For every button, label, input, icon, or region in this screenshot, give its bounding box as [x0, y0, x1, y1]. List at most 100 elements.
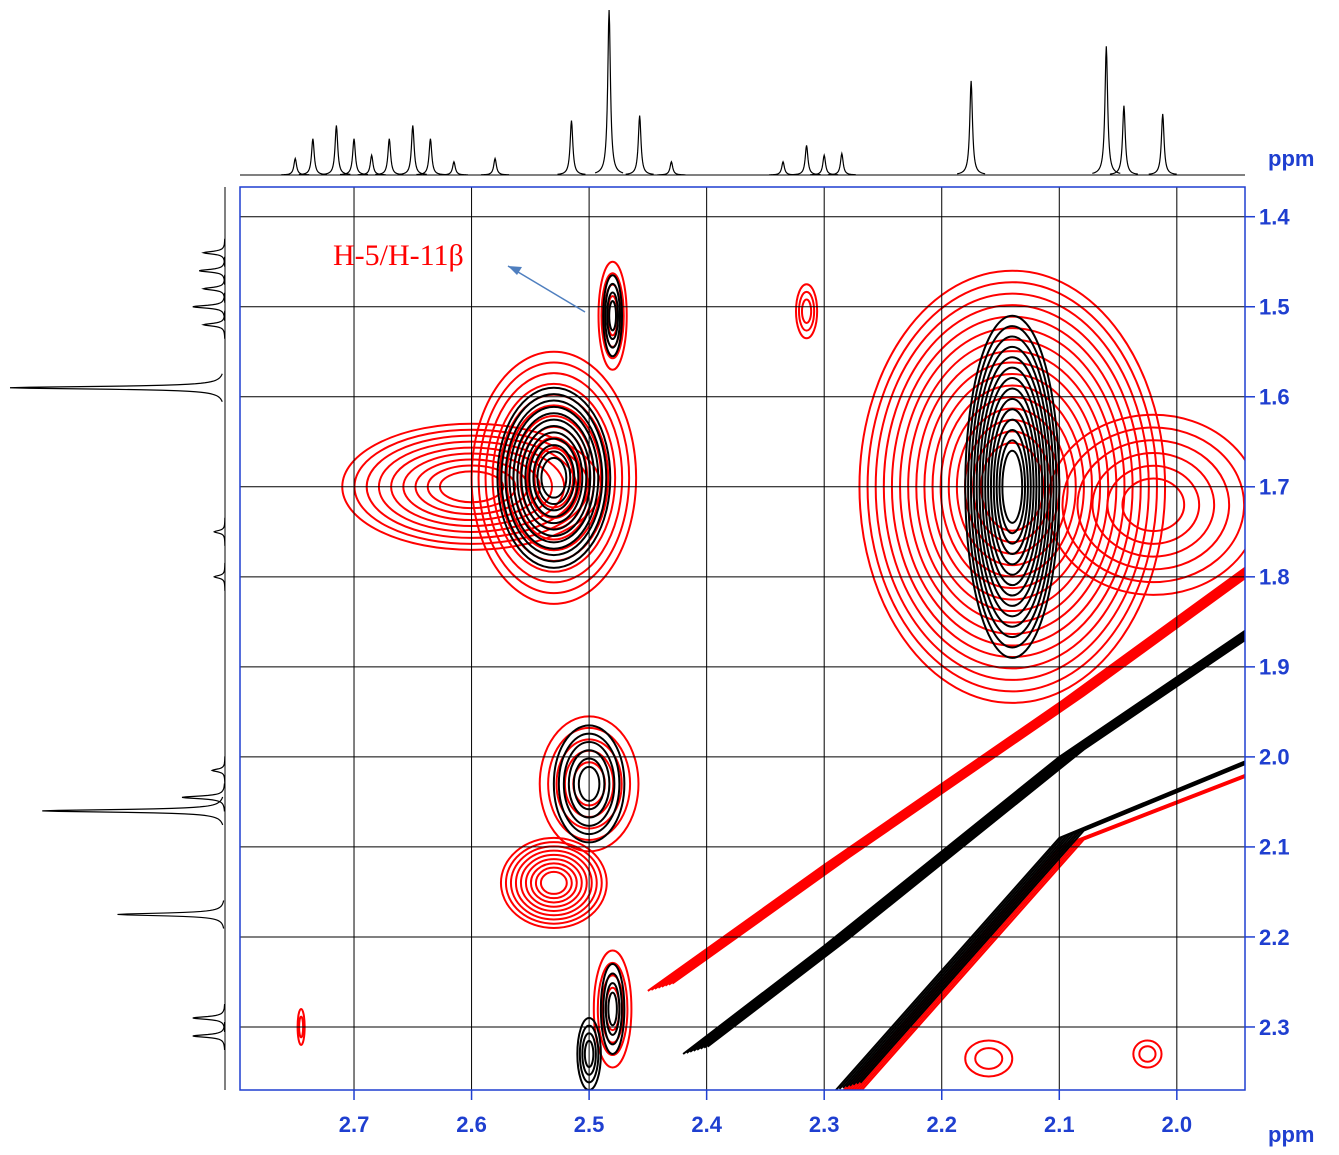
contour-level	[974, 1047, 1004, 1070]
x-projection-peak	[827, 151, 856, 176]
contour-level	[520, 425, 588, 531]
x-tick-label: 2.7	[339, 1112, 370, 1137]
contour-level	[1076, 439, 1231, 571]
x-projection-peak	[769, 160, 798, 176]
ridge-contour	[860, 775, 1245, 1090]
contour-level	[604, 282, 622, 349]
ridge-contour	[654, 569, 1245, 990]
contour-level	[524, 431, 584, 525]
contour-level	[499, 836, 608, 929]
annotation-arrow	[507, 265, 586, 313]
y-projection-peak	[192, 1003, 226, 1033]
contour-level	[532, 444, 576, 512]
x-projection-peak	[398, 125, 427, 175]
x-projection-peak	[810, 153, 839, 176]
ridge-contour	[650, 568, 1245, 991]
y-projection-peak	[192, 1021, 226, 1051]
contour-level	[596, 961, 629, 1057]
contour-level	[1121, 477, 1186, 533]
ridge-contour	[689, 632, 1245, 1053]
x-tick-label: 2.2	[926, 1112, 957, 1137]
x-tick-label: 2.1	[1044, 1112, 1075, 1137]
contour-level	[540, 456, 568, 499]
y-tick-label: 1.6	[1259, 385, 1290, 410]
contour-level	[606, 291, 620, 341]
x-tick-label: 2.0	[1162, 1112, 1193, 1137]
x-projection-peak	[322, 125, 351, 175]
y-tick-label: 2.1	[1259, 835, 1290, 860]
y-projection-peak	[201, 238, 226, 267]
contour-level	[1106, 464, 1201, 545]
x-projection-peak	[1109, 105, 1139, 175]
y-tick-label: 1.4	[1259, 205, 1290, 230]
y-projection-peak	[9, 373, 223, 402]
contour-level	[592, 949, 633, 1069]
contour-level	[509, 845, 598, 921]
contour-level	[484, 372, 624, 584]
y-projection-peak	[192, 292, 226, 321]
ridge-contour	[668, 575, 1245, 986]
y-tick-label: 1.8	[1259, 565, 1290, 590]
contour-level	[505, 404, 603, 552]
contour-level	[602, 274, 624, 358]
x-projection-peak	[594, 9, 624, 174]
ridge-contour	[855, 775, 1245, 1090]
y-projection-peak	[42, 796, 224, 826]
contour-level	[602, 972, 623, 1046]
x-projection-peak	[375, 138, 404, 176]
contour-level	[524, 858, 583, 908]
annotation: H-5/H-11β	[333, 239, 464, 272]
x-projection-peak	[657, 160, 686, 176]
contour-level	[526, 436, 582, 520]
contour-level	[504, 399, 604, 557]
x-projection-peak	[439, 160, 468, 176]
ridge-contour	[693, 633, 1245, 1052]
contour-level	[597, 260, 628, 371]
x-projection-peak	[957, 80, 986, 175]
x-tick-label: 2.3	[809, 1112, 840, 1137]
x-projection-peak	[481, 156, 510, 176]
x-projection-peak	[281, 156, 310, 176]
contour-level	[604, 982, 621, 1036]
contour-level	[536, 450, 572, 506]
y-axis-label: ppm	[1268, 146, 1314, 171]
ridge-contour	[661, 572, 1245, 988]
contour-level	[1132, 1039, 1163, 1069]
x-tick-label: 2.4	[691, 1112, 722, 1137]
ridge-contour	[850, 774, 1245, 1090]
y-projection-peak	[117, 900, 225, 929]
ridge-contour	[686, 630, 1245, 1054]
y-tick-label: 1.7	[1259, 475, 1290, 500]
ridge-contour	[847, 774, 1245, 1090]
contour-level	[514, 849, 593, 917]
ridge-contour	[703, 637, 1245, 1049]
x-projection-peak	[298, 138, 327, 176]
contour-level	[1091, 452, 1216, 558]
ridge-contour	[852, 775, 1245, 1090]
x-projection-peak	[625, 115, 654, 175]
x-axis-label: ppm	[1268, 1122, 1314, 1147]
y-projection-peak	[201, 274, 226, 303]
contour-level	[534, 866, 573, 900]
y-tick-label: 1.9	[1259, 655, 1290, 680]
contour-level	[607, 991, 618, 1027]
x-projection-peak	[416, 138, 445, 176]
ridge-contour	[858, 775, 1245, 1090]
contour-level	[1138, 1045, 1157, 1063]
x-projection-peak	[792, 145, 821, 176]
x-tick-label: 2.5	[574, 1112, 605, 1137]
ridge-contour	[664, 574, 1245, 987]
x-projection-peak	[1092, 46, 1121, 174]
contour-level	[529, 862, 578, 904]
grid	[240, 187, 1245, 1090]
contour-level	[600, 272, 625, 360]
y-projection-peak	[210, 756, 226, 785]
contour-level	[608, 300, 618, 332]
y-projection-peak	[199, 256, 226, 285]
x-projection-peak	[357, 153, 386, 176]
x-tick-label: 2.6	[456, 1112, 487, 1137]
y-tick-label: 2.3	[1259, 1015, 1290, 1040]
x-projection-peak	[1148, 113, 1177, 175]
contour-level	[519, 853, 588, 912]
y-projection-peak	[212, 517, 226, 546]
